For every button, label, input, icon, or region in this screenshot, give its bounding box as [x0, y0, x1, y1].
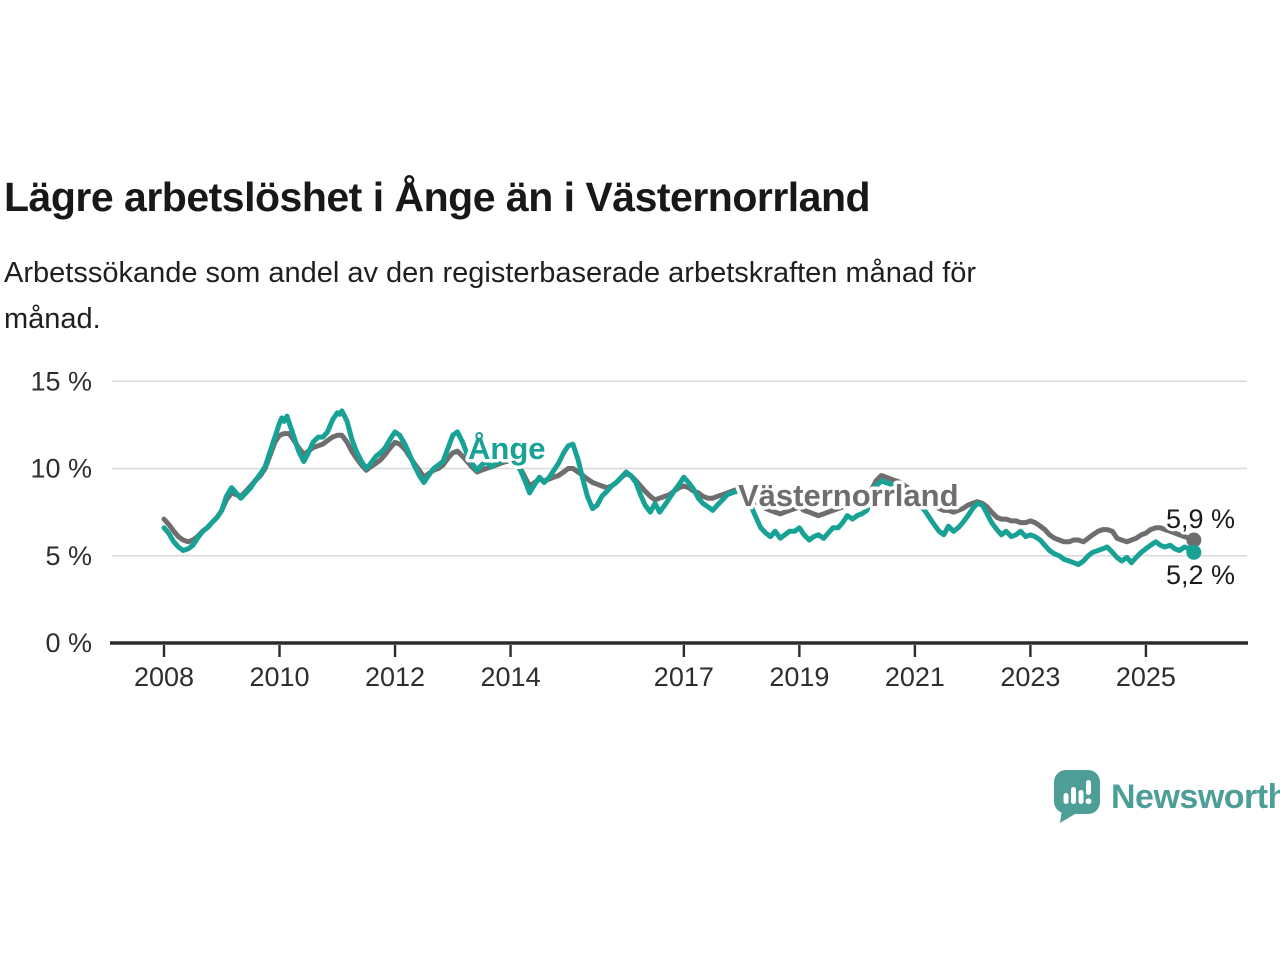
- x-tick-label: 2012: [365, 662, 425, 692]
- end-value-label-vasternorrland: 5,9 %: [1166, 504, 1235, 534]
- end-value-label-ange: 5,2 %: [1166, 560, 1235, 590]
- chart-labels: Ånge Västernorrland 5,9 % 5,2 %: [465, 428, 1239, 594]
- x-tick-label: 2010: [249, 662, 309, 692]
- x-tick-label: 2008: [134, 662, 194, 692]
- series-label-vasternorrland: Västernorrland: [738, 478, 959, 513]
- x-tick-label: 2021: [885, 662, 945, 692]
- page-title: Lägre arbetslöshet i Ånge än i Västernor…: [4, 174, 871, 221]
- x-tick-label: 2019: [769, 662, 829, 692]
- subtitle-line-2: månad.: [4, 303, 101, 335]
- y-tick-label: 15 %: [30, 366, 92, 396]
- x-tick-label: 2025: [1116, 662, 1176, 692]
- series-label-ange: Ånge: [468, 431, 546, 466]
- plot-area: 2008 2010 2012 2014 2017 2019 2021 2023 2025 15 %…: [30, 366, 1248, 692]
- x-tick-label: 2023: [1000, 662, 1060, 692]
- logo-bubble-icon: [1054, 770, 1100, 823]
- y-tick-label: 0 %: [45, 628, 92, 658]
- y-tick-label: 5 %: [45, 541, 92, 571]
- end-dot-vsternorrland: [1186, 532, 1202, 548]
- end-dot-nge: [1186, 544, 1202, 560]
- logo-text: Newsworthy: [1111, 777, 1280, 816]
- x-tick-label: 2014: [481, 662, 541, 692]
- x-tick-label: 2017: [654, 662, 714, 692]
- y-tick-label: 10 %: [30, 454, 92, 484]
- series-line-nge: [161, 408, 1197, 567]
- page-subtitle: Arbetssökande som andel av den registerb…: [4, 250, 1224, 342]
- subtitle-line-1: Arbetssökande som andel av den registerb…: [4, 257, 977, 289]
- newsworthy-logo: Newsworthy: [1054, 770, 1280, 824]
